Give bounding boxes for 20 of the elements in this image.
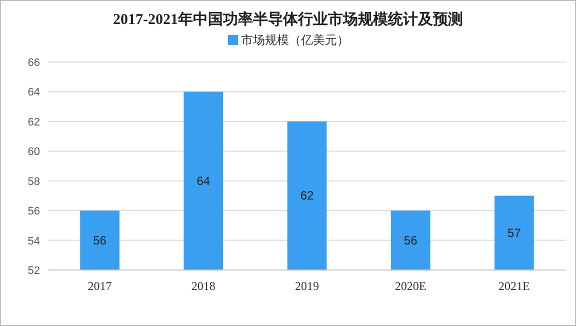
y-tick-label: 56 — [28, 206, 40, 218]
y-tick-label: 54 — [28, 235, 40, 248]
y-tick-label: 52 — [28, 265, 40, 277]
x-tick-label: 2020E — [394, 279, 426, 293]
y-tick-label: 60 — [28, 146, 40, 158]
data-label: 64 — [196, 174, 210, 188]
data-label: 62 — [300, 188, 314, 203]
x-tick-label: 2018 — [191, 279, 216, 293]
data-label: 57 — [508, 226, 522, 240]
x-tick-label: 2019 — [295, 279, 319, 293]
y-tick-label: 64 — [28, 86, 40, 99]
legend-label: 市场规模（亿美元） — [241, 33, 349, 47]
x-tick-label: 2017 — [88, 279, 112, 293]
y-tick-label: 66 — [28, 57, 40, 69]
data-label: 56 — [93, 233, 107, 248]
x-tick-label: 2021E — [498, 279, 530, 293]
y-tick-label: 62 — [28, 116, 40, 128]
y-tick-label: 58 — [28, 176, 40, 188]
chart-title: 2017-2021年中国功率半导体行业市场规模统计及预测 — [113, 10, 463, 28]
data-label: 56 — [404, 233, 418, 248]
